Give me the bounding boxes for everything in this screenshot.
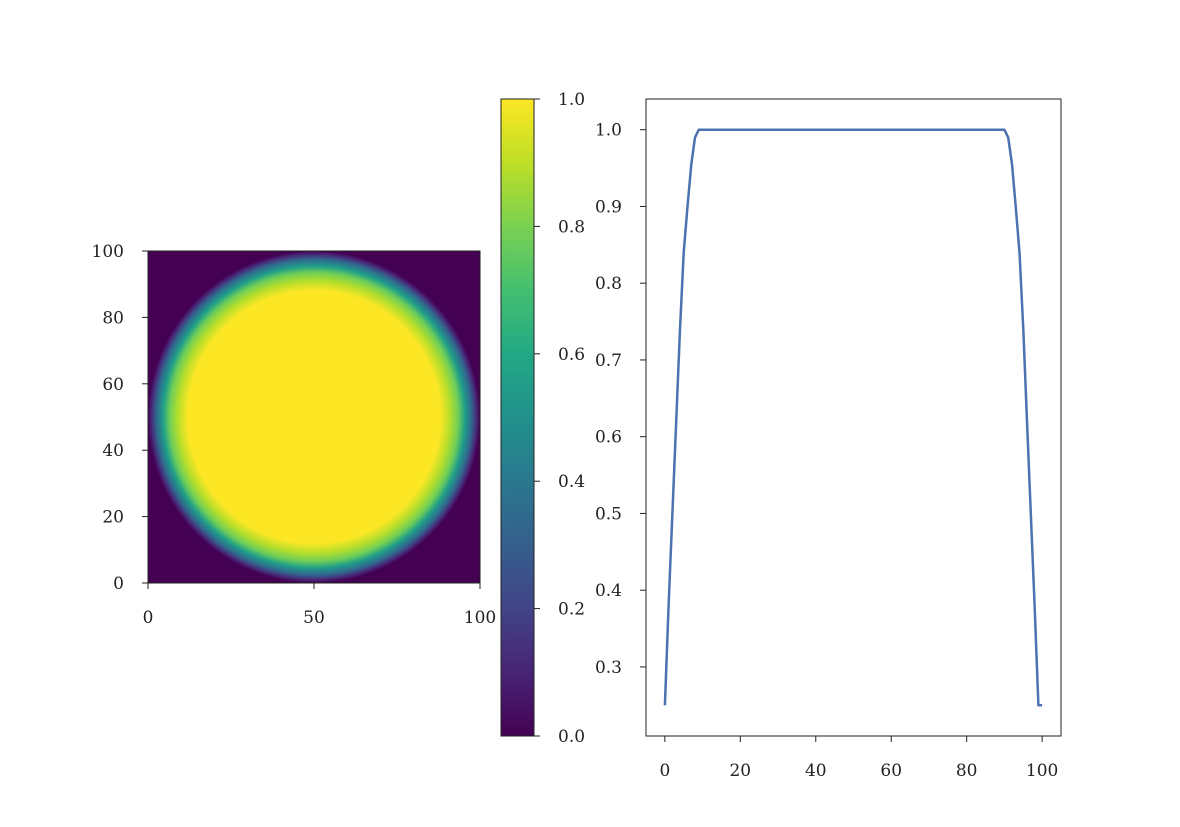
line-y-tick-label: 0.7 [595, 351, 622, 371]
colorbar-tick-label: 1.0 [558, 90, 585, 110]
colorbar-bar [500, 98, 535, 737]
line-x-tick-label: 80 [956, 761, 978, 781]
colorbar-tick-label: 0.2 [558, 600, 585, 620]
heatmap-disk [148, 251, 480, 583]
line-y-tick-label: 0.4 [595, 581, 622, 601]
line-y-tick-label: 0.6 [595, 428, 622, 448]
line-x-tick-label: 100 [1026, 761, 1058, 781]
line-y-tick-label: 0.5 [595, 504, 622, 524]
line-x-tick-label: 0 [659, 761, 670, 781]
line-x-tick-label: 60 [880, 761, 902, 781]
line-y-tick-label: 0.9 [595, 197, 622, 217]
line-y-tick-label: 1.0 [595, 121, 622, 141]
heatmap-x-tick-label: 0 [143, 608, 154, 628]
heatmap-panel: 0 50 100 0 20 40 60 80 100 [92, 242, 497, 628]
line-series [663, 128, 1043, 707]
colorbar-tick-label: 0.8 [558, 217, 585, 237]
colorbar: 0.0 0.2 0.4 0.6 0.8 1.0 [500, 90, 585, 747]
colorbar-tick-label: 0.6 [558, 345, 585, 365]
heatmap-x-ticks: 0 50 100 [143, 583, 496, 628]
heatmap-y-ticks: 0 20 40 60 80 100 [92, 242, 148, 594]
heatmap-y-tick-label: 60 [102, 375, 124, 395]
heatmap-x-tick-label: 50 [303, 608, 325, 628]
heatmap-y-tick-label: 40 [102, 441, 124, 461]
heatmap-x-tick-label: 100 [464, 608, 496, 628]
colorbar-tick-label: 0.0 [558, 727, 585, 747]
line-y-tick-label: 0.8 [595, 274, 622, 294]
heatmap-y-tick-label: 100 [92, 242, 124, 262]
line-y-tick-label: 0.3 [595, 658, 622, 678]
heatmap-y-tick-label: 80 [102, 308, 124, 328]
line-x-ticks: 0 20 40 60 80 100 [659, 736, 1058, 781]
line-x-tick-label: 40 [805, 761, 827, 781]
heatmap-y-tick-label: 0 [113, 574, 124, 594]
colorbar-ticks: 0.0 0.2 0.4 0.6 0.8 1.0 [534, 90, 585, 747]
colorbar-tick-label: 0.4 [558, 472, 585, 492]
line-plot-frame [645, 98, 1062, 737]
line-plot-panel: 0 20 40 60 80 100 0.3 0.4 0.5 0.6 0.7 0.8 0.9 1.0 [595, 98, 1062, 781]
heatmap-y-tick-label: 20 [102, 508, 124, 528]
line-y-ticks: 0.3 0.4 0.5 0.6 0.7 0.8 0.9 1.0 [595, 121, 646, 678]
line-x-tick-label: 20 [729, 761, 751, 781]
